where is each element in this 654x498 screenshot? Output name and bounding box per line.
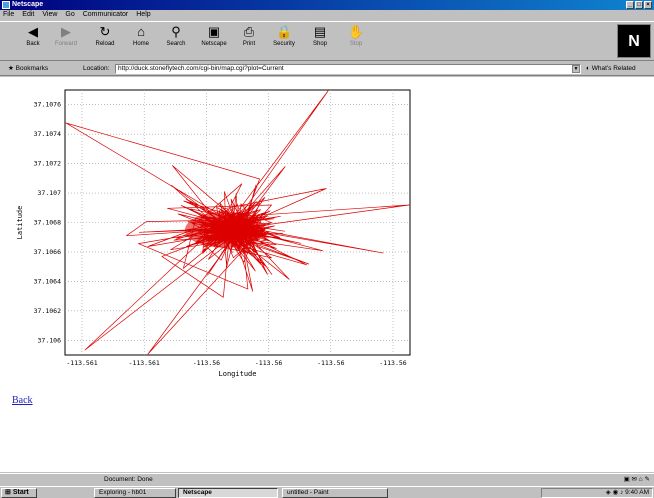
x-tick-label: -113.56 (379, 359, 406, 367)
toolbar-label: Stop (349, 41, 363, 47)
menu-item-help[interactable]: Help (136, 11, 151, 18)
x-tick-label: -113.56 (193, 359, 220, 367)
security-button[interactable]: 🔒 Security (271, 24, 297, 58)
toolbar-label: Home (132, 41, 149, 47)
clock: 9:40 AM (625, 489, 649, 496)
tray-icons[interactable]: ◈ ◉ ♪ (605, 489, 626, 496)
netscape-app-icon (2, 1, 10, 9)
stop-button[interactable]: ✋ Stop (343, 24, 369, 58)
forward-button[interactable]: ▶ Forward (53, 24, 79, 58)
taskbar-task[interactable]: Exploring - hb01 (94, 488, 176, 498)
netscape-logo[interactable]: N (617, 24, 651, 58)
netscape-icon: ▣ (207, 24, 221, 39)
toolbar-label: Print (242, 41, 256, 47)
menu-item-go[interactable]: Go (65, 11, 75, 18)
whats-related-button[interactable]: ◐ What's Related (586, 65, 636, 72)
y-tick-label: 37.106 (38, 336, 62, 344)
toolbar-label: Netscape (201, 41, 227, 47)
menu-item-communicator[interactable]: Communicator (82, 11, 129, 18)
print-icon: ⎙ (243, 24, 255, 39)
home-icon: ⌂ (137, 24, 145, 39)
window-title: Netscape (12, 1, 44, 8)
gps-track-plot: 37.106 37.1062 37.1064 37.1066 37.1068 37.107… (16, 89, 411, 378)
menu-bar: File Edit View Go Communicator Help (0, 10, 654, 20)
windows-taskbar: ⊞ Start ◈ ◉ ♪ 9:40 AM Exploring - hb01 Ne… (0, 486, 654, 498)
location-label: Location: (83, 65, 110, 72)
toolbar-label: Forward (54, 41, 77, 47)
close-button[interactable]: × (644, 1, 652, 9)
track-dense-core (185, 211, 265, 248)
status-bar: Document: Done ▣ ✉ ⌂ ✎ (0, 473, 654, 485)
y-tick-label: 37.1066 (34, 248, 61, 256)
back-link[interactable]: Back (12, 395, 33, 406)
toolbar-label: Search (166, 41, 186, 47)
x-tick-label: -113.561 (66, 359, 97, 367)
url-input[interactable]: http://duck.stoneflytech.com/cgi-bin/map… (115, 64, 581, 74)
y-tick-label: 37.1076 (34, 101, 61, 109)
home-button[interactable]: ⌂ Home (128, 24, 154, 58)
lock-icon: 🔒 (276, 24, 293, 39)
title-bar: Netscape _ □ × (0, 0, 654, 10)
page-content: 37.106 37.1062 37.1064 37.1066 37.1068 37.107… (0, 77, 654, 472)
y-tick-label: 37.1068 (34, 219, 61, 227)
status-text: Document: Done (104, 476, 153, 483)
y-tick-label: 37.1062 (34, 307, 61, 315)
x-tick-label: -113.56 (317, 359, 344, 367)
minimize-button[interactable]: _ (626, 1, 634, 9)
y-tick-label: 37.1072 (34, 160, 61, 168)
menu-item-edit[interactable]: Edit (22, 11, 35, 18)
toolbar-label: Reload (95, 41, 115, 47)
menu-item-view[interactable]: View (42, 11, 58, 18)
y-tick-label: 37.107 (38, 189, 62, 197)
shop-icon: ▤ (313, 24, 327, 39)
maximize-button[interactable]: □ (635, 1, 643, 9)
search-button[interactable]: ⚲ Search (163, 24, 189, 58)
url-dropdown-button[interactable]: ▼ (572, 65, 580, 73)
y-tick-label: 37.1074 (34, 130, 61, 138)
reload-button[interactable]: ↻ Reload (92, 24, 118, 58)
location-toolbar: ★ Bookmarks Location: http://duck.stonef… (0, 62, 654, 76)
system-tray: ◈ ◉ ♪ 9:40 AM (541, 488, 653, 498)
forward-arrow-icon: ▶ (61, 24, 71, 39)
component-bar-icons[interactable]: ▣ ✉ ⌂ ✎ (623, 476, 650, 483)
x-axis-label: Longitude (219, 370, 257, 378)
back-button[interactable]: ◀ Back (20, 24, 46, 58)
bookmarks-button[interactable]: ★ Bookmarks (8, 65, 49, 72)
print-button[interactable]: ⎙ Print (236, 24, 262, 58)
x-tick-label: -113.561 (129, 359, 160, 367)
back-arrow-icon: ◀ (28, 24, 38, 39)
netscape-button[interactable]: ▣ Netscape (201, 24, 227, 58)
navigation-toolbar: N ◀ Back ▶ Forward ↻ Reload ⌂ Home ⚲ Search ▣ Netsc… (0, 21, 654, 61)
reload-icon: ↻ (99, 24, 111, 39)
toolbar-label: Back (26, 41, 40, 47)
start-button[interactable]: ⊞ Start (1, 488, 37, 498)
shop-button[interactable]: ▤ Shop (307, 24, 333, 58)
search-icon: ⚲ (171, 24, 181, 39)
taskbar-task[interactable]: untitled - Paint (282, 488, 388, 498)
taskbar-task[interactable]: Netscape (178, 488, 278, 498)
y-axis-label: Latitude (16, 206, 24, 240)
toolbar-label: Shop (312, 41, 327, 47)
x-tick-label: -113.56 (255, 359, 282, 367)
menu-item-file[interactable]: File (3, 11, 15, 18)
stop-icon: ✋ (348, 24, 365, 39)
y-tick-label: 37.1064 (34, 277, 61, 285)
toolbar-label: Security (273, 41, 295, 47)
